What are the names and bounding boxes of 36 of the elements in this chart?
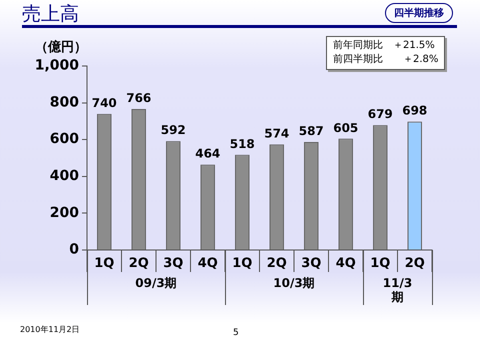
data-label: 574 xyxy=(264,126,290,141)
data-label: 698 xyxy=(402,104,428,118)
text: 前四半期比 ＋2.8% xyxy=(333,53,438,67)
data-label: 518 xyxy=(230,136,255,151)
data-label: 679 xyxy=(368,107,393,122)
x-tick-label: 3Q xyxy=(301,256,322,272)
x-tick-label: 1Q xyxy=(94,256,114,272)
text: 09/3期 xyxy=(134,276,178,290)
text: 5 xyxy=(233,328,239,338)
text: 11/3 期 xyxy=(382,276,414,304)
text: 10/3期 xyxy=(272,276,316,290)
data-label: 605 xyxy=(333,120,358,135)
y-tick-label: 400 xyxy=(50,168,80,184)
y-axis-title: （億円） xyxy=(35,38,87,56)
data-label: 587 xyxy=(298,124,324,138)
x-tick-label: 2Q xyxy=(404,256,425,272)
x-tick-label: 4Q xyxy=(336,256,356,272)
x-tick-label: 4Q xyxy=(198,256,218,272)
y-tick-label: 600 xyxy=(50,131,80,148)
text: 2010年11月2日 xyxy=(20,324,80,335)
y-tick-label: 200 xyxy=(50,204,80,221)
data-label: 592 xyxy=(160,123,186,138)
x-tick-label: 1Q xyxy=(370,256,390,272)
chart-subtitle: 四半期推移 xyxy=(385,3,453,23)
data-label: 464 xyxy=(195,146,220,161)
data-label: 740 xyxy=(92,96,117,110)
y-tick-label: 0 xyxy=(69,242,80,258)
x-tick-label: 1Q xyxy=(232,256,252,272)
y-tick-label: 1,000 xyxy=(34,58,80,74)
chart-title: 売上高 xyxy=(22,2,79,27)
text: 前年同期比 ＋21.5% xyxy=(333,39,436,53)
x-tick-label: 2Q xyxy=(128,256,149,272)
y-tick-label: 800 xyxy=(50,94,80,110)
data-label: 766 xyxy=(126,91,152,106)
x-tick-label: 2Q xyxy=(266,256,287,272)
x-tick-label: 3Q xyxy=(163,256,184,272)
